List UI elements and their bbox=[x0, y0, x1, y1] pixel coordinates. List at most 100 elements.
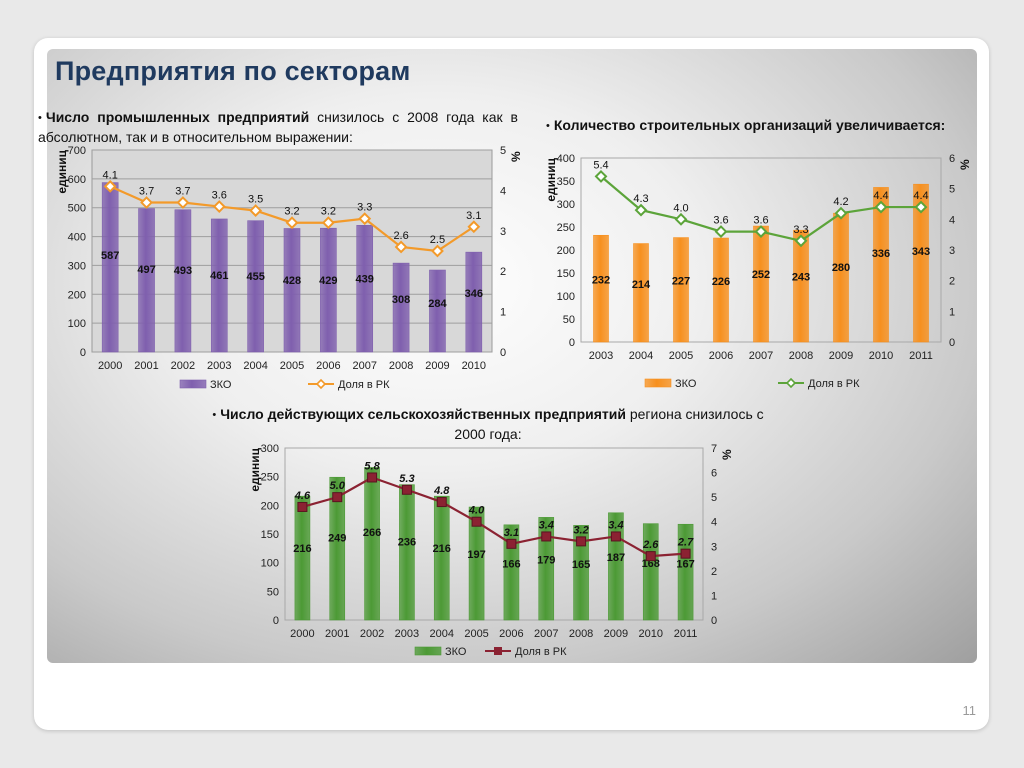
line-point bbox=[674, 212, 688, 226]
bar bbox=[713, 237, 729, 343]
line-value-label: 3.4 bbox=[608, 519, 623, 531]
line-point bbox=[541, 531, 552, 542]
legend-line-label: Доля в РК bbox=[808, 378, 860, 390]
x-axis-tick-label: 2005 bbox=[669, 350, 693, 362]
bar-value-label: 227 bbox=[672, 276, 690, 288]
left-axis-tick-label: 100 bbox=[261, 558, 279, 570]
line-value-label: 3.7 bbox=[139, 186, 154, 198]
x-axis-tick-label: 2011 bbox=[909, 350, 933, 362]
right-axis-tick-label: 5 bbox=[711, 492, 717, 504]
line-value-label: 3.2 bbox=[321, 206, 336, 218]
bar-value-label: 266 bbox=[363, 527, 381, 539]
line-value-label: 4.4 bbox=[913, 190, 928, 202]
legend-line-label: Доля в РК bbox=[338, 379, 390, 391]
line-point bbox=[103, 179, 117, 193]
line-value-label: 3.7 bbox=[175, 186, 190, 198]
bar-value-label: 497 bbox=[137, 264, 155, 276]
bar-value-label: 166 bbox=[502, 559, 520, 571]
x-axis-tick-label: 2009 bbox=[425, 360, 449, 372]
bullet-agriculture: • Число действующих сельскохозяйственных … bbox=[208, 405, 768, 443]
left-axis-tick-label: 0 bbox=[569, 337, 575, 349]
bar-value-label: 167 bbox=[676, 558, 694, 570]
right-axis-tick-label: 5 bbox=[500, 145, 506, 157]
bar-value-label: 343 bbox=[912, 246, 930, 258]
line-point bbox=[212, 200, 226, 213]
line-point bbox=[332, 492, 343, 503]
x-axis-tick-label: 2003 bbox=[395, 628, 419, 640]
bar bbox=[101, 182, 119, 353]
bar-value-label: 428 bbox=[283, 275, 301, 287]
share-line bbox=[302, 476, 686, 558]
bullet-industry-text: снизилось с 2008 года как в абсолютном, … bbox=[38, 109, 518, 145]
x-axis-tick-label: 2009 bbox=[829, 350, 853, 362]
bar bbox=[593, 234, 609, 343]
bar-value-label: 179 bbox=[537, 555, 555, 567]
right-axis-tick-label: 3 bbox=[949, 245, 955, 257]
line-point bbox=[714, 225, 728, 239]
line-value-label: 5.3 bbox=[399, 473, 414, 485]
right-axis-tick-label: 2 bbox=[949, 276, 955, 288]
line-value-label: 4.6 bbox=[294, 490, 311, 502]
bar bbox=[320, 227, 337, 353]
left-axis-tick-label: 600 bbox=[68, 174, 86, 186]
bar bbox=[642, 523, 659, 621]
bar bbox=[753, 225, 769, 343]
left-axis-tick-label: 0 bbox=[273, 615, 279, 627]
x-axis-tick-label: 2008 bbox=[569, 628, 593, 640]
line-value-label: 2.6 bbox=[393, 230, 408, 242]
bar bbox=[793, 229, 809, 343]
right-axis-tick-label: 2 bbox=[500, 266, 506, 278]
bar-value-label: 493 bbox=[174, 265, 192, 277]
line-point bbox=[834, 206, 848, 220]
line-value-label: 4.0 bbox=[468, 505, 485, 517]
industry-chart: 0 100 200 300 400 500 600 700 0 1 2 3 4 5 единиц % 587 49… bbox=[55, 145, 523, 391]
bar bbox=[468, 506, 485, 621]
bullet-agriculture-bold: Число действующих сельскохозяйственных п… bbox=[220, 406, 626, 422]
left-axis-tick-label: 300 bbox=[68, 260, 86, 272]
bar bbox=[364, 467, 380, 621]
x-axis-tick-label: 2008 bbox=[789, 350, 813, 362]
left-axis-tick-label: 300 bbox=[557, 199, 575, 211]
line-point bbox=[634, 203, 648, 217]
line-point bbox=[874, 200, 888, 214]
line-point bbox=[285, 216, 299, 230]
bar bbox=[677, 523, 694, 621]
bar-value-label: 252 bbox=[752, 269, 770, 281]
left-axis-tick-label: 400 bbox=[557, 153, 575, 165]
line-point bbox=[467, 220, 481, 234]
line-value-label: 3.3 bbox=[357, 202, 372, 214]
legend-bar-swatch bbox=[414, 646, 442, 656]
bar-value-label: 461 bbox=[210, 270, 228, 282]
line-value-label: 5.0 bbox=[330, 480, 346, 492]
line-value-label: 4.2 bbox=[833, 196, 848, 208]
line-value-label: 4.0 bbox=[673, 202, 688, 214]
line-value-label: 3.6 bbox=[713, 215, 728, 227]
line-point bbox=[506, 538, 517, 549]
line-point bbox=[610, 531, 621, 542]
line-point bbox=[794, 234, 808, 248]
right-axis-tick-label: 4 bbox=[711, 517, 717, 529]
legend-bar-swatch bbox=[644, 378, 672, 388]
right-axis-tick-label: 0 bbox=[500, 347, 506, 359]
line-value-label: 3.4 bbox=[539, 519, 554, 531]
right-axis-title: % bbox=[720, 449, 734, 460]
line-value-label: 4.8 bbox=[433, 485, 450, 497]
line-value-label: 3.1 bbox=[466, 210, 481, 222]
line-point bbox=[471, 516, 482, 527]
line-value-label: 5.4 bbox=[593, 159, 608, 171]
bar bbox=[833, 212, 849, 343]
bar-value-label: 455 bbox=[246, 271, 264, 283]
bullet-industry: • Число промышленных предприятий снизилос… bbox=[38, 108, 518, 146]
right-axis-tick-label: 4 bbox=[500, 185, 506, 197]
bar bbox=[873, 187, 889, 343]
right-axis-tick-label: 0 bbox=[711, 615, 717, 627]
bar-value-label: 336 bbox=[872, 248, 890, 260]
left-axis-tick-label: 250 bbox=[557, 222, 575, 234]
x-axis-tick-label: 2006 bbox=[316, 360, 340, 372]
bar bbox=[433, 495, 450, 621]
x-axis-tick-label: 2006 bbox=[499, 628, 523, 640]
bar-value-label: 216 bbox=[293, 543, 311, 555]
right-axis-tick-label: 6 bbox=[711, 468, 717, 480]
bar bbox=[673, 237, 689, 343]
right-axis-tick-label: 2 bbox=[711, 566, 717, 578]
